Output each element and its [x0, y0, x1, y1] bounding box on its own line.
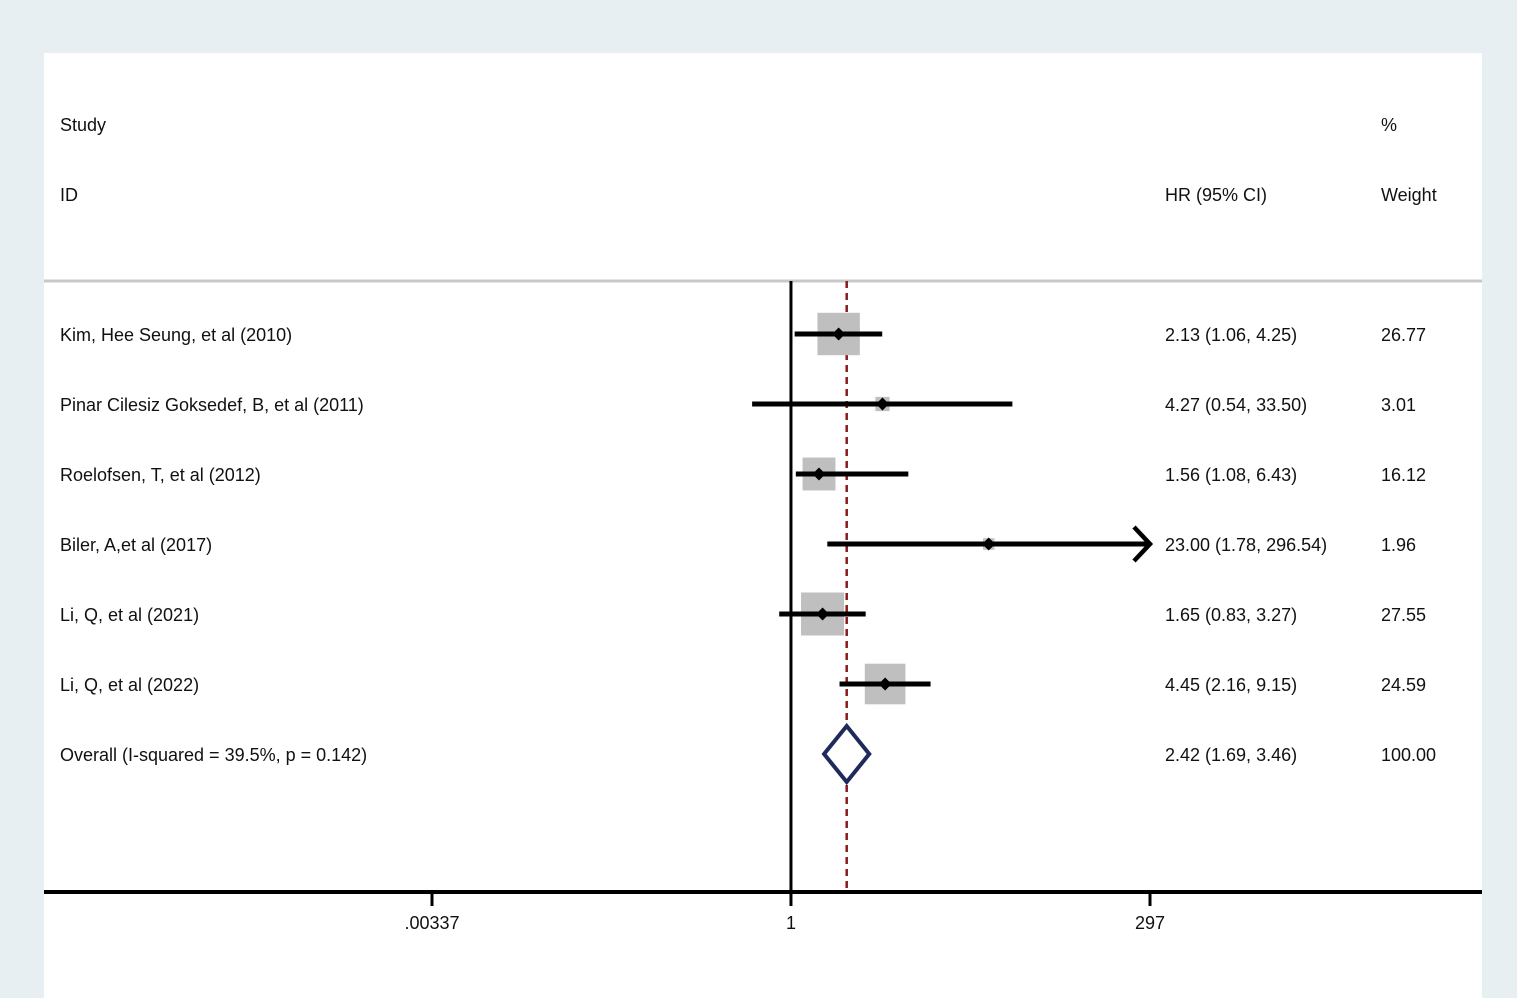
study-label: Li, Q, et al (2022): [60, 675, 199, 695]
study-point-estimate: [816, 607, 830, 621]
overall-label: Overall (I-squared = 39.5%, p = 0.142): [60, 745, 367, 765]
overall-diamond: [821, 722, 872, 786]
study-label: Biler, A,et al (2017): [60, 535, 212, 555]
study-hr-ci: 1.56 (1.08, 6.43): [1165, 465, 1297, 485]
study-hr-ci: 4.45 (2.16, 9.15): [1165, 675, 1297, 695]
study-weight: 1.96: [1381, 535, 1416, 555]
study-weight: 16.12: [1381, 465, 1426, 485]
study-label: Li, Q, et al (2021): [60, 605, 199, 625]
study-weight: 27.55: [1381, 605, 1426, 625]
study-label: Roelofsen, T, et al (2012): [60, 465, 261, 485]
study-point-estimate: [878, 677, 892, 691]
study-hr-ci: 23.00 (1.78, 296.54): [1165, 535, 1327, 555]
plot-panel: [44, 53, 1482, 998]
overall-hr-ci: 2.42 (1.69, 3.46): [1165, 745, 1297, 765]
study-weight: 24.59: [1381, 675, 1426, 695]
study-weight: 26.77: [1381, 325, 1426, 345]
study-hr-ci: 1.65 (0.83, 3.27): [1165, 605, 1297, 625]
study-point-estimate: [832, 327, 846, 341]
header-study: Study: [60, 115, 106, 135]
study-point-estimate: [982, 537, 996, 551]
header-hr: HR (95% CI): [1165, 185, 1267, 205]
study-label: Pinar Cilesiz Goksedef, B, et al (2011): [60, 395, 364, 415]
ci-arrow: [1132, 525, 1154, 563]
header-weight: Weight: [1381, 185, 1437, 205]
study-point-estimate: [812, 467, 826, 481]
overall-weight: 100.00: [1381, 745, 1436, 765]
x-axis-tick-label: .00337: [404, 913, 459, 933]
x-axis-tick-label: 297: [1135, 913, 1165, 933]
study-hr-ci: 4.27 (0.54, 33.50): [1165, 395, 1307, 415]
header-percent: %: [1381, 115, 1397, 135]
x-axis-tick-label: 1: [786, 913, 796, 933]
study-weight: 3.01: [1381, 395, 1416, 415]
study-point-estimate: [876, 397, 890, 411]
study-label: Kim, Hee Seung, et al (2010): [60, 325, 292, 345]
header-id: ID: [60, 185, 78, 205]
study-hr-ci: 2.13 (1.06, 4.25): [1165, 325, 1297, 345]
